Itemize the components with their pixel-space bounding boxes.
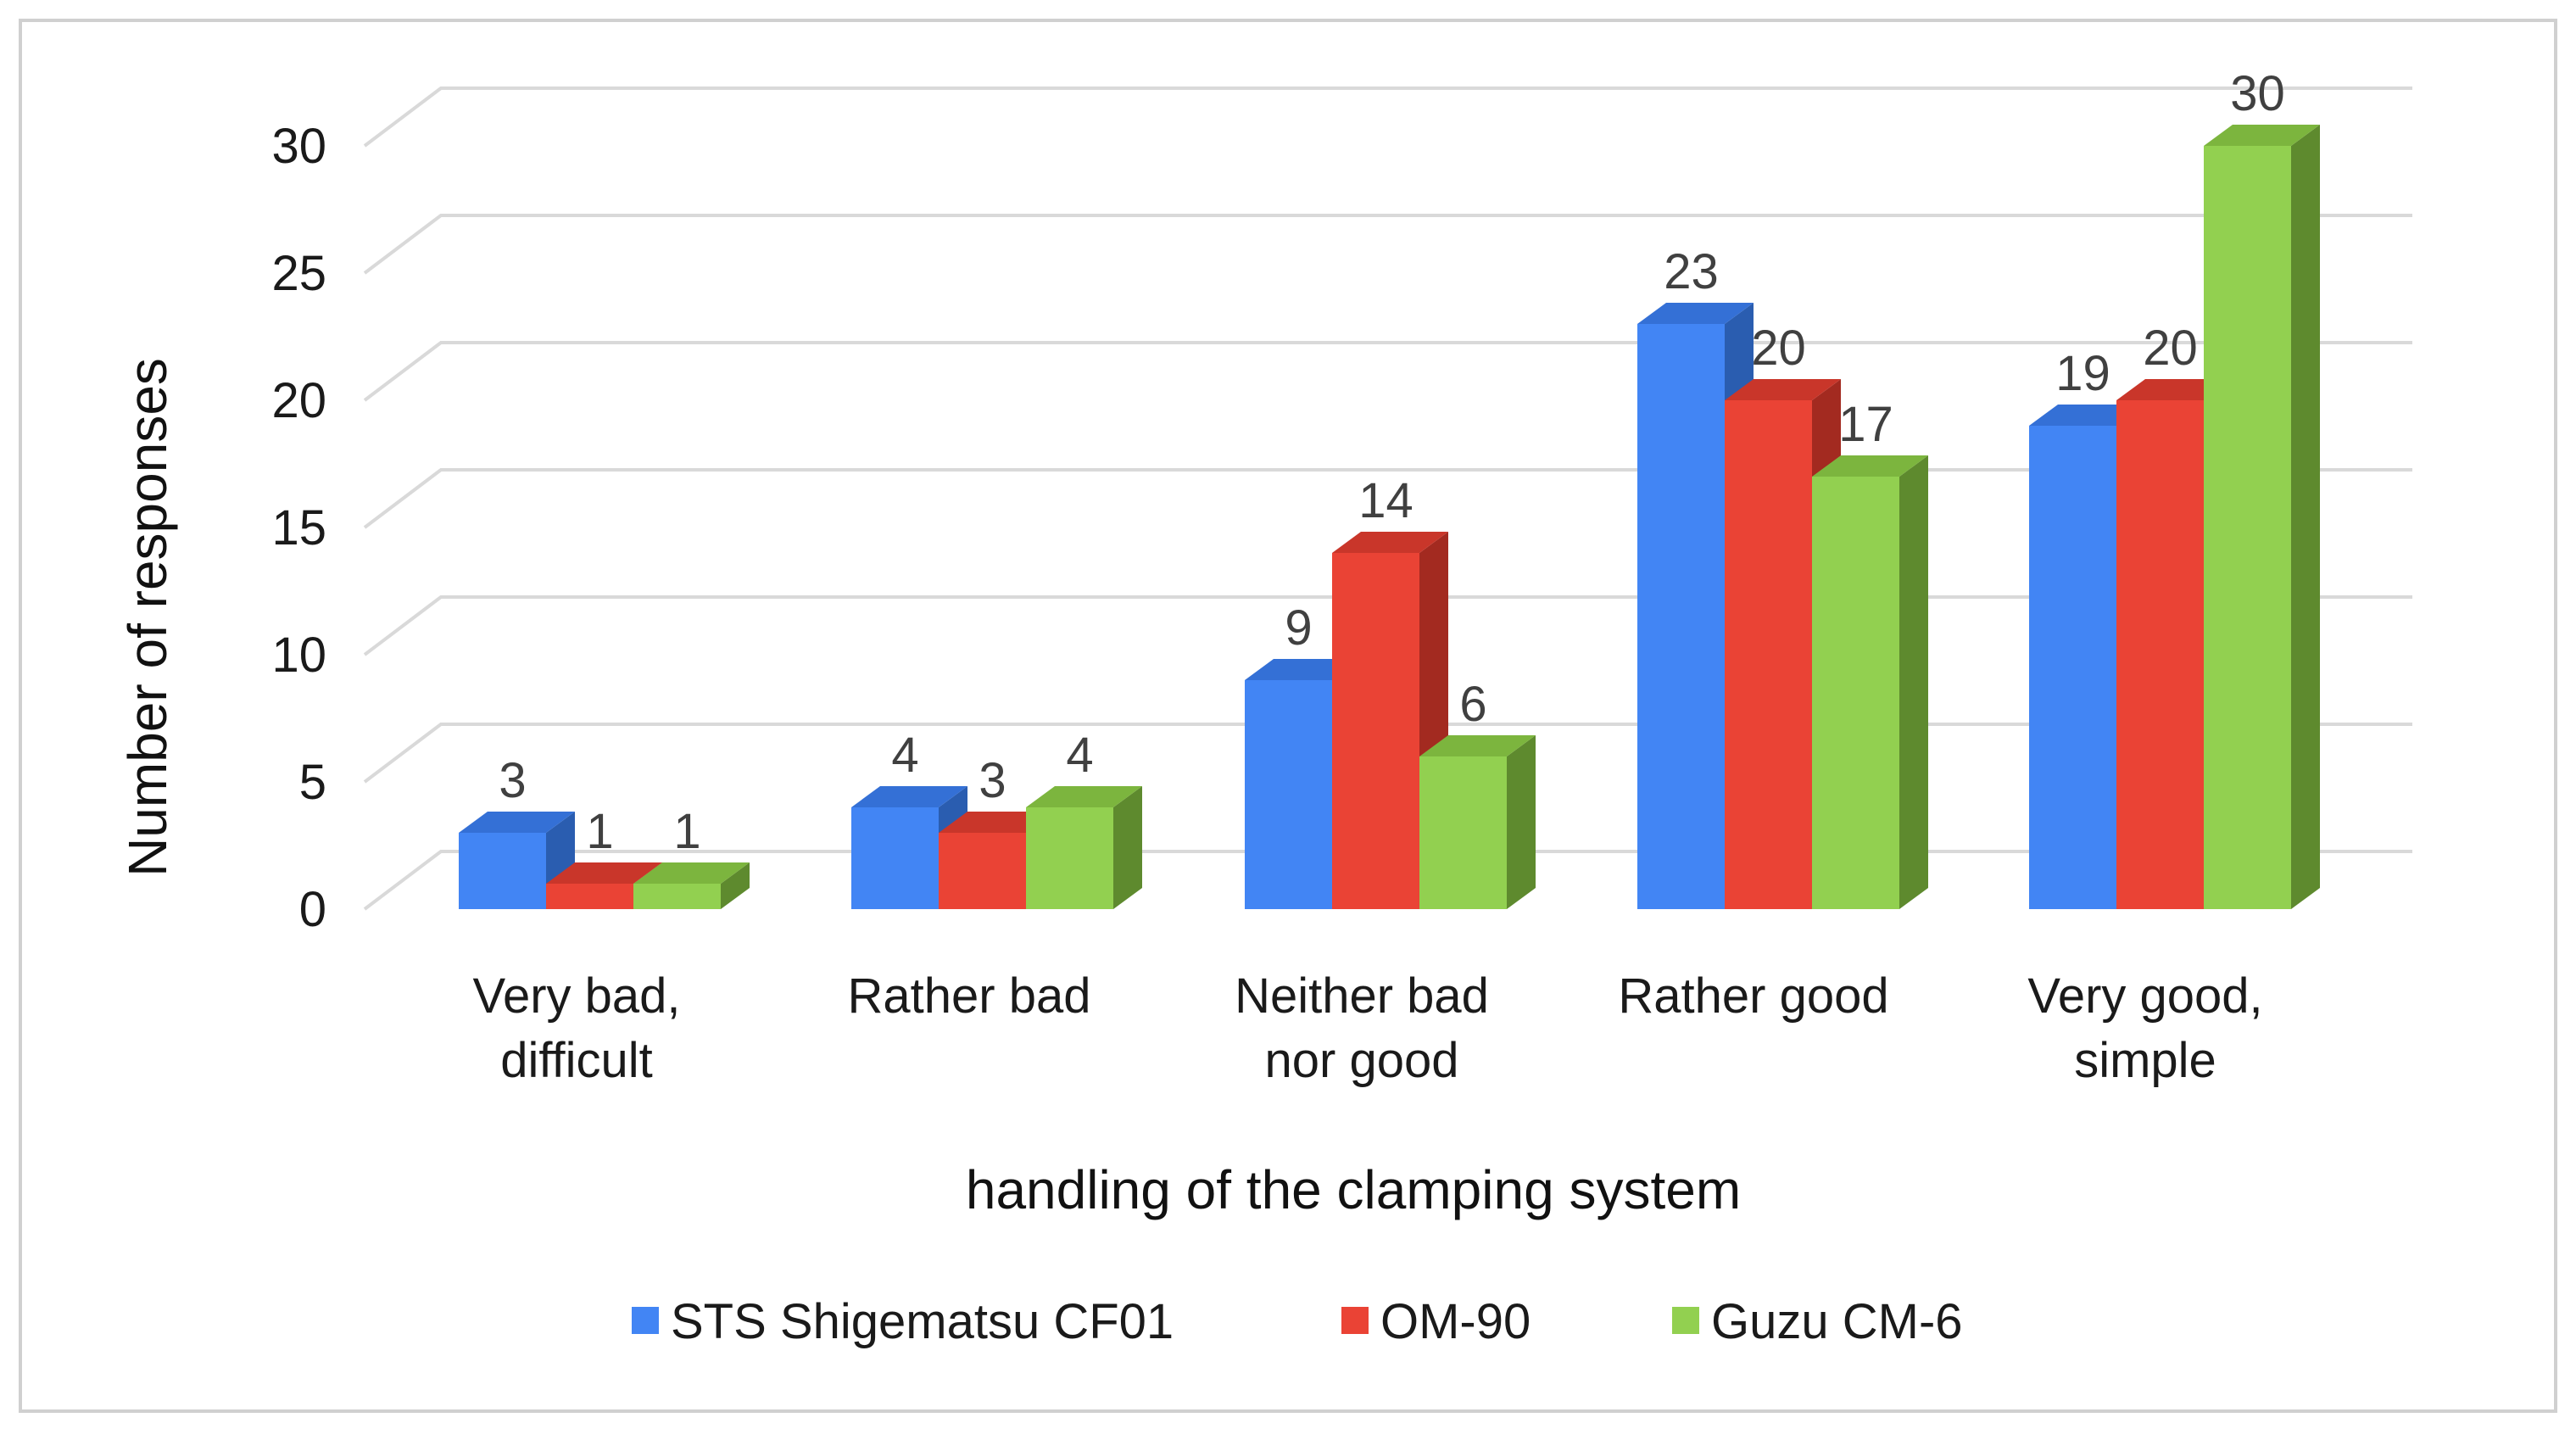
data-label: 20 <box>2143 321 2198 376</box>
bars <box>459 125 2320 909</box>
bar <box>1026 786 1142 909</box>
data-label: 14 <box>1358 473 1413 528</box>
bar-front-face <box>2116 400 2204 909</box>
bar-side-face <box>721 862 750 909</box>
y-tick-label: 20 <box>271 373 326 428</box>
x-category-label: Very bad, difficult <box>472 968 680 1088</box>
data-label: 23 <box>1664 244 1719 299</box>
legend-swatch <box>1672 1307 1699 1334</box>
bar-front-face <box>633 884 721 909</box>
bar-front-face <box>1725 400 1812 909</box>
bar <box>1812 455 1928 909</box>
legend: STS Shigematsu CF01 OM-90 Guzu CM-6 <box>632 1294 1963 1349</box>
x-category-label: Rather bad <box>848 968 1091 1024</box>
bar-top-face <box>1419 735 1536 756</box>
data-label: 20 <box>1751 321 1806 376</box>
bar-top-face <box>1637 303 1754 324</box>
legend-item: STS Shigematsu CF01 <box>632 1294 1174 1349</box>
legend-item: Guzu CM-6 <box>1672 1294 1963 1349</box>
bar-top-face <box>1245 659 1361 680</box>
bar-front-face <box>1812 477 1899 909</box>
bar-top-face <box>1812 455 1928 477</box>
bar-top-face <box>939 812 1055 833</box>
y-tick-label: 0 <box>299 882 326 937</box>
bar-top-face <box>2204 125 2320 146</box>
gridline <box>363 87 2412 148</box>
bar-top-face <box>851 786 967 807</box>
y-tick-label: 25 <box>271 246 326 301</box>
bar-top-face <box>1332 532 1448 553</box>
bar-front-face <box>459 833 546 909</box>
data-label: 19 <box>2055 346 2110 401</box>
bar-top-face <box>459 812 575 833</box>
bar <box>1419 735 1536 909</box>
bar-front-face <box>2204 146 2291 909</box>
bar-front-face <box>1637 324 1725 909</box>
legend-swatch <box>1341 1307 1369 1334</box>
y-tick-label: 10 <box>271 628 326 683</box>
gridline <box>363 214 2412 275</box>
bar-front-face <box>2029 426 2116 909</box>
bar-front-face <box>1332 553 1419 909</box>
legend-label: STS Shigematsu CF01 <box>671 1294 1174 1349</box>
bar-side-face <box>1899 455 1928 909</box>
x-category-label: Rather good <box>1618 968 1888 1024</box>
legend-swatch <box>632 1307 659 1334</box>
legend-label: OM-90 <box>1380 1294 1531 1349</box>
bar <box>546 862 662 909</box>
data-label: 1 <box>586 804 613 859</box>
data-label: 6 <box>1459 677 1486 732</box>
gridline <box>363 341 2412 402</box>
y-tick-label: 15 <box>271 500 326 555</box>
bar-top-face <box>1725 379 1841 400</box>
bar-top-face <box>2029 405 2145 426</box>
bar-top-face <box>2116 379 2233 400</box>
data-label: 17 <box>1838 397 1893 452</box>
bar-side-face <box>1113 786 1142 909</box>
data-label: 3 <box>499 753 526 808</box>
data-label: 9 <box>1285 600 1312 656</box>
bar-front-face <box>1245 680 1332 909</box>
bar <box>2204 125 2320 909</box>
legend-label: Guzu CM-6 <box>1711 1294 1963 1349</box>
data-label: 4 <box>1066 728 1093 783</box>
y-tick-label: 5 <box>299 755 326 810</box>
x-axis-title: handling of the clamping system <box>966 1159 1741 1220</box>
bar-top-face <box>633 862 750 884</box>
y-axis-title: Number of responses <box>117 358 178 877</box>
data-label: 1 <box>673 804 700 859</box>
y-tick-label: 30 <box>271 119 326 174</box>
y-axis-tick-labels: 0 5 10 15 20 25 30 <box>271 119 326 937</box>
bar-top-face <box>546 862 662 884</box>
bar-front-face <box>851 807 939 909</box>
data-label: 30 <box>2230 66 2285 121</box>
bar-front-face <box>546 884 633 909</box>
bar-side-face <box>2291 125 2320 909</box>
x-category-label: Very good, simple <box>2027 968 2262 1088</box>
bar-front-face <box>1419 756 1507 909</box>
data-label: 4 <box>891 728 918 783</box>
bar-front-face <box>1026 807 1113 909</box>
x-axis-category-labels: Very bad, difficult Rather bad Neither bad n… <box>472 968 2262 1088</box>
x-category-label: Neither bad nor good <box>1235 968 1489 1088</box>
bar-top-face <box>1026 786 1142 807</box>
bar-front-face <box>939 833 1026 909</box>
data-label: 3 <box>979 753 1006 808</box>
legend-item: OM-90 <box>1341 1294 1531 1349</box>
bar-side-face <box>1507 735 1536 909</box>
bar <box>633 862 750 909</box>
